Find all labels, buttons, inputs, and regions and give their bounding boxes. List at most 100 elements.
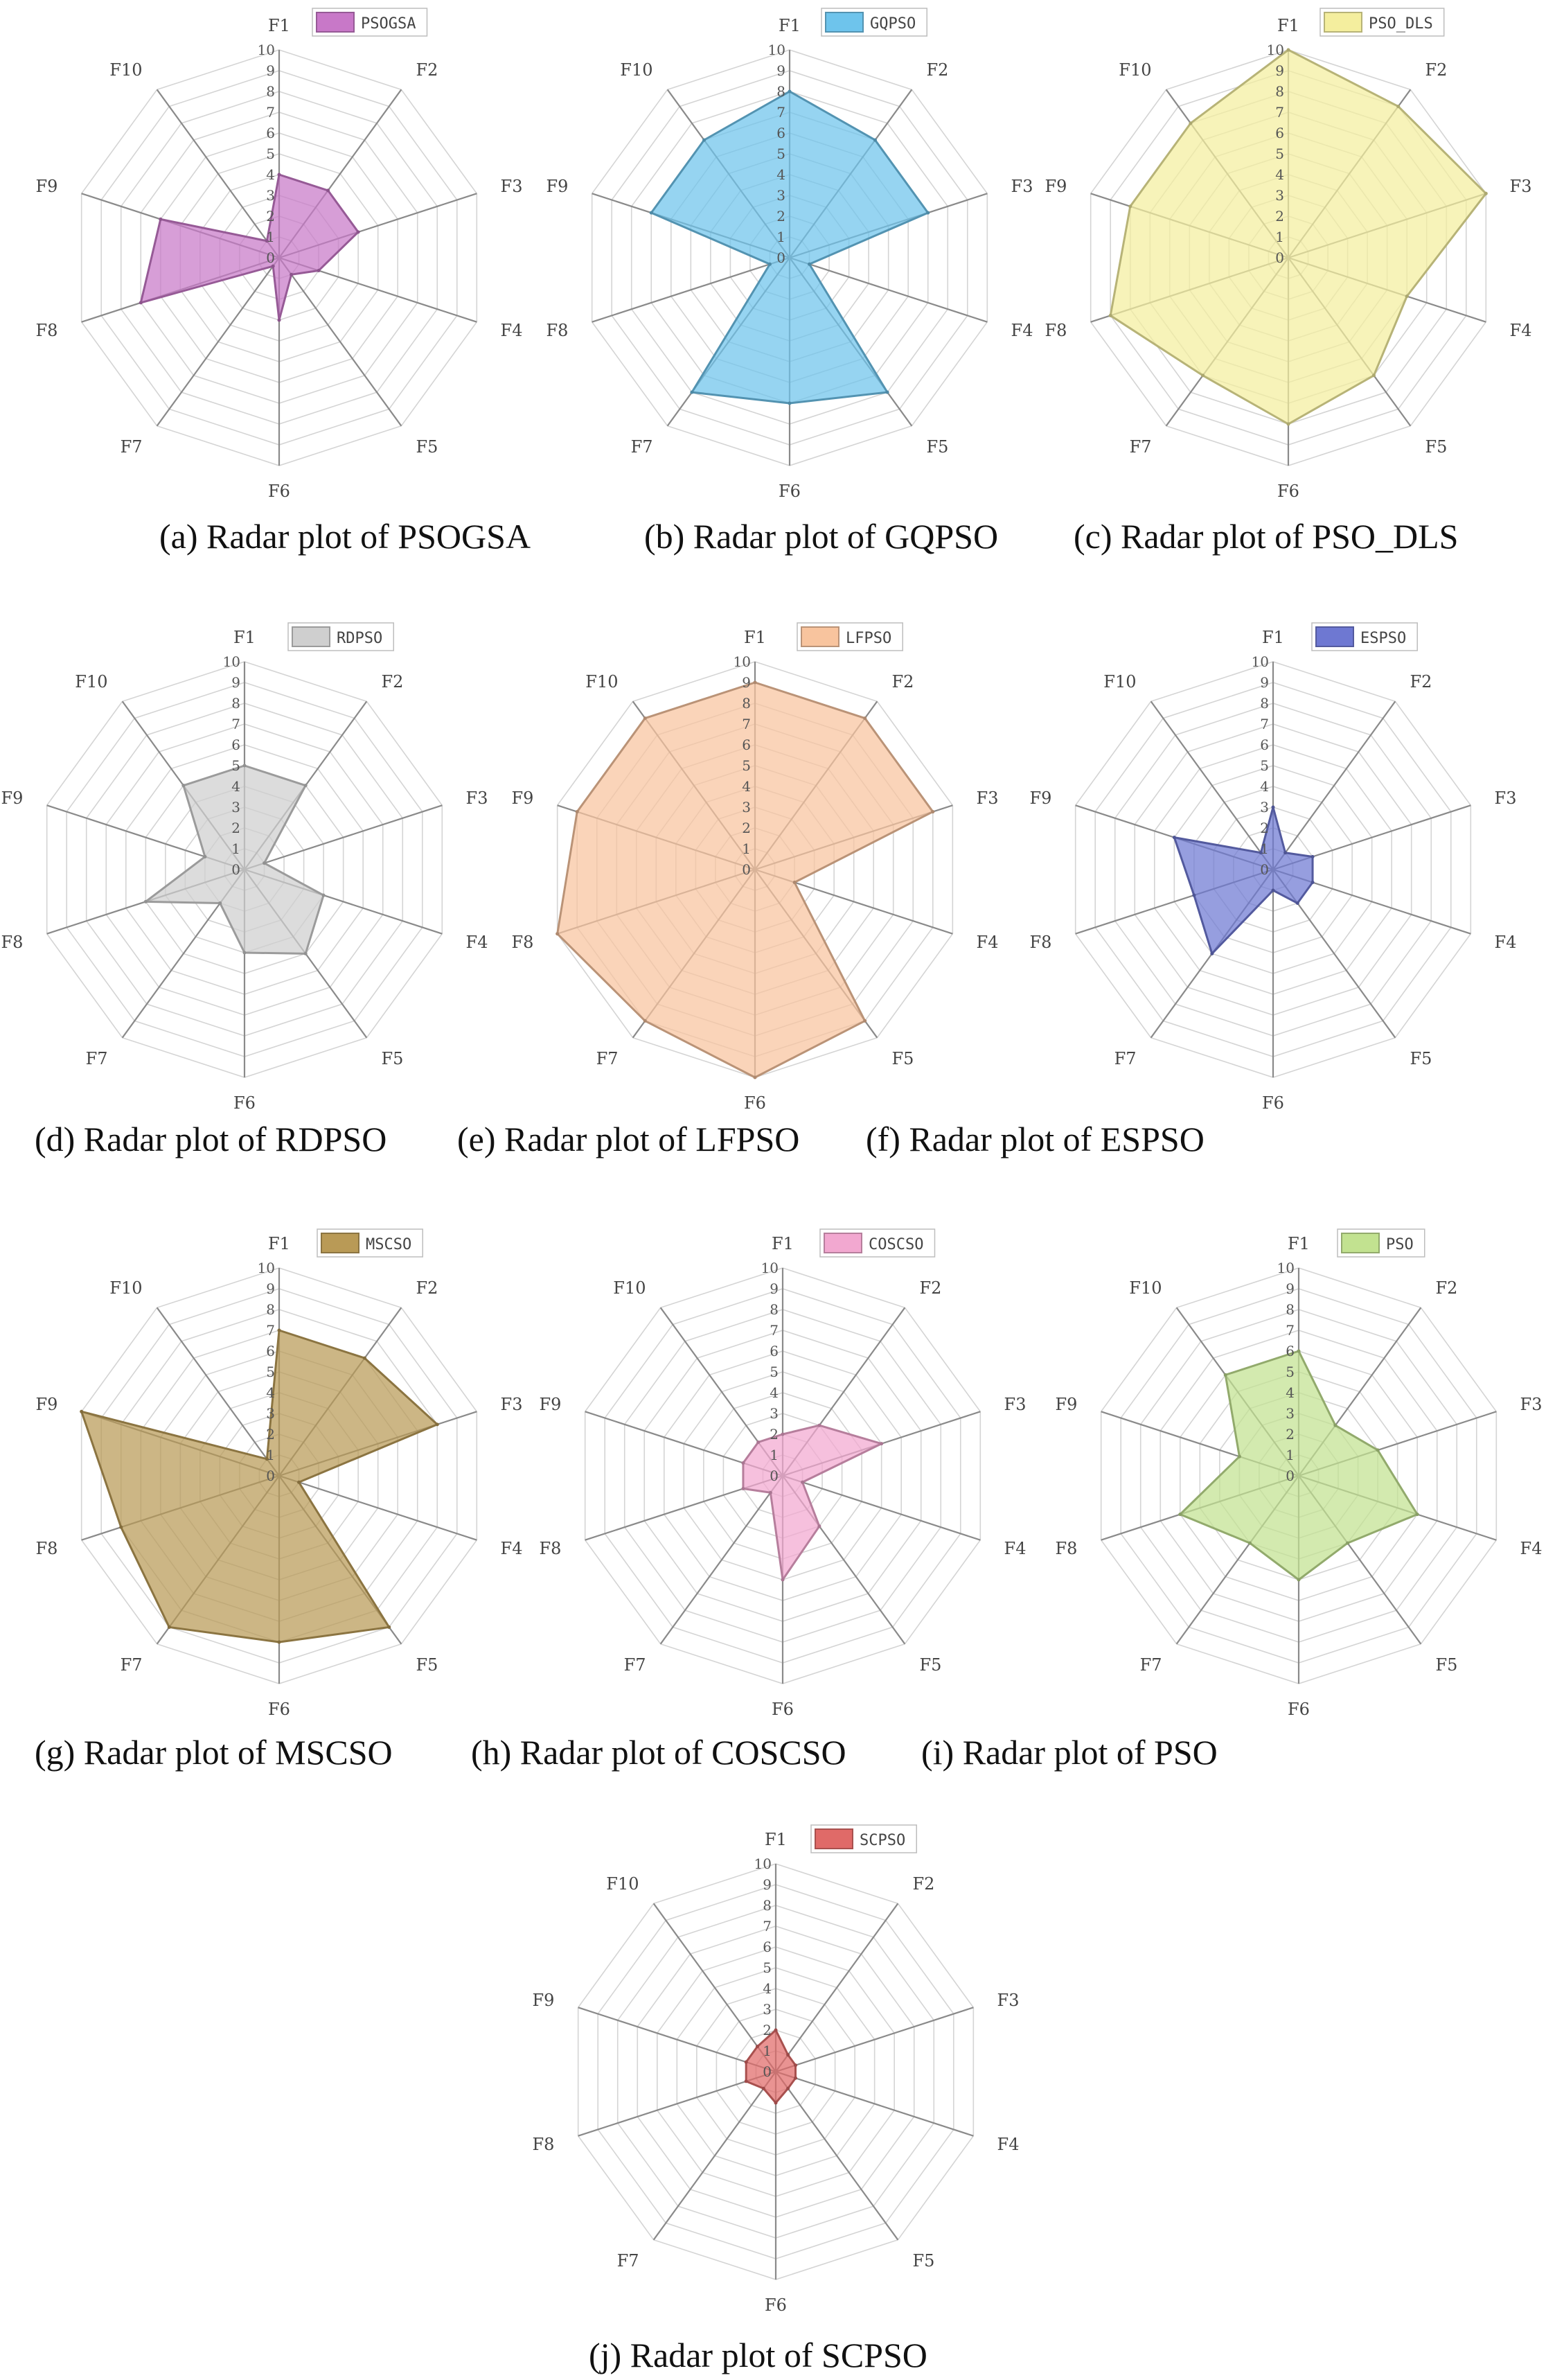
- tick-label-7: 7: [776, 104, 785, 121]
- legend-frame: [287, 622, 394, 651]
- legend-label: PSO_DLS: [1369, 15, 1433, 33]
- axis-label-F7: F7: [121, 437, 143, 457]
- legend-swatch: [801, 626, 839, 647]
- data-point-F2: [873, 138, 877, 142]
- tick-label-0: 0: [1286, 1467, 1295, 1484]
- axis-label-F10: F10: [585, 672, 618, 691]
- chart-caption: (a) Radar plot of PSOGSA: [159, 517, 531, 556]
- axis-label-F9: F9: [1045, 177, 1067, 196]
- legend-frame: [810, 1824, 917, 1853]
- tick-label-1: 1: [742, 840, 751, 857]
- axis-label-F1: F1: [268, 16, 290, 35]
- tick-label-0: 0: [266, 1467, 275, 1484]
- tick-label-8: 8: [770, 1301, 779, 1318]
- tick-label-1: 1: [770, 1447, 779, 1463]
- axis-label-F8: F8: [540, 1539, 562, 1558]
- axis-label-F3: F3: [466, 788, 488, 808]
- data-point-F5: [303, 951, 308, 955]
- tick-label-10: 10: [258, 1260, 275, 1276]
- tick-label-5: 5: [742, 757, 751, 774]
- legend: COSCSO: [819, 1228, 936, 1258]
- tick-label-9: 9: [776, 62, 785, 79]
- data-point-F2: [303, 784, 308, 788]
- tick-label-4: 4: [776, 166, 785, 183]
- axis-label-F7: F7: [596, 1049, 619, 1068]
- data-point-F1: [781, 1432, 785, 1436]
- data-point-F7: [1201, 373, 1205, 378]
- chart-caption: (d) Radar plot of RDPSO: [35, 1120, 387, 1158]
- axis-label-F10: F10: [620, 60, 652, 80]
- data-point-F7: [643, 1019, 647, 1023]
- spoke-F8: [578, 2070, 776, 2137]
- axis-label-F1: F1: [744, 628, 766, 647]
- axis-label-F3: F3: [501, 177, 523, 196]
- data-point-F5: [290, 272, 294, 276]
- spoke-F7: [652, 2071, 776, 2241]
- tick-label-3: 3: [266, 187, 275, 204]
- data-point-F3: [926, 211, 930, 215]
- axis-label-F9: F9: [512, 788, 534, 808]
- axis-label-F3: F3: [1495, 788, 1517, 808]
- axis-label-F9: F9: [36, 177, 58, 196]
- data-point-F10: [265, 1457, 269, 1461]
- data-point-F6: [277, 1640, 281, 1644]
- legend: RDPSO: [287, 622, 394, 651]
- axis-label-F8: F8: [1030, 933, 1052, 952]
- tick-label-3: 3: [1260, 799, 1269, 816]
- tick-label-2: 2: [742, 820, 751, 836]
- data-point-F3: [1484, 191, 1488, 195]
- legend-swatch: [825, 12, 864, 33]
- tick-label-9: 9: [266, 62, 275, 79]
- tick-label-0: 0: [776, 249, 785, 266]
- legend-label: MSCSO: [366, 1236, 411, 1253]
- tick-label-6: 6: [1260, 737, 1269, 753]
- axis-label-F5: F5: [926, 437, 948, 457]
- data-point-F9: [159, 217, 163, 221]
- tick-label-1: 1: [266, 1447, 275, 1463]
- data-point-F3: [435, 1422, 439, 1427]
- axis-label-F4: F4: [1495, 933, 1517, 952]
- spoke-F10: [156, 89, 280, 258]
- tick-label-4: 4: [763, 1980, 772, 1997]
- chart-caption: (j) Radar plot of SCPSO: [589, 2336, 927, 2374]
- axis-label-F7: F7: [617, 2251, 639, 2271]
- tick-label-10: 10: [1277, 1260, 1295, 1276]
- data-point-F2: [786, 2053, 790, 2057]
- data-point-F6: [774, 2101, 778, 2105]
- tick-label-10: 10: [1252, 653, 1269, 670]
- tick-label-0: 0: [742, 861, 751, 878]
- tick-label-6: 6: [231, 737, 240, 753]
- tick-label-7: 7: [1286, 1322, 1295, 1339]
- tick-label-5: 5: [266, 1364, 275, 1380]
- data-point-F2: [817, 1423, 821, 1427]
- data-point-F1: [1286, 48, 1290, 52]
- axis-label-F4: F4: [997, 2135, 1020, 2154]
- tick-label-1: 1: [266, 229, 275, 245]
- spoke-F10: [652, 1903, 776, 2072]
- tick-label-6: 6: [770, 1343, 779, 1359]
- tick-label-7: 7: [1275, 104, 1284, 121]
- axis-label-F3: F3: [1004, 1395, 1027, 1414]
- tick-label-10: 10: [223, 653, 240, 670]
- tick-label-8: 8: [1275, 83, 1284, 100]
- tick-label-6: 6: [1286, 1343, 1295, 1359]
- tick-label-10: 10: [768, 42, 785, 58]
- data-point-F10: [756, 2045, 760, 2049]
- legend-frame: [317, 1228, 423, 1258]
- axis-label-F3: F3: [1011, 177, 1033, 196]
- tick-label-5: 5: [770, 1364, 779, 1380]
- spoke-F4: [789, 256, 988, 323]
- axis-label-F2: F2: [926, 60, 948, 80]
- legend-label: PSOGSA: [361, 15, 416, 33]
- tick-label-3: 3: [1286, 1405, 1295, 1422]
- axis-label-F6: F6: [779, 482, 801, 501]
- axis-label-F8: F8: [1, 933, 24, 952]
- data-point-F7: [1247, 1541, 1252, 1545]
- data-point-F8: [767, 262, 772, 266]
- tick-label-0: 0: [1260, 861, 1269, 878]
- tick-label-5: 5: [231, 757, 240, 774]
- axis-label-F8: F8: [36, 321, 58, 340]
- tick-label-3: 3: [742, 799, 751, 816]
